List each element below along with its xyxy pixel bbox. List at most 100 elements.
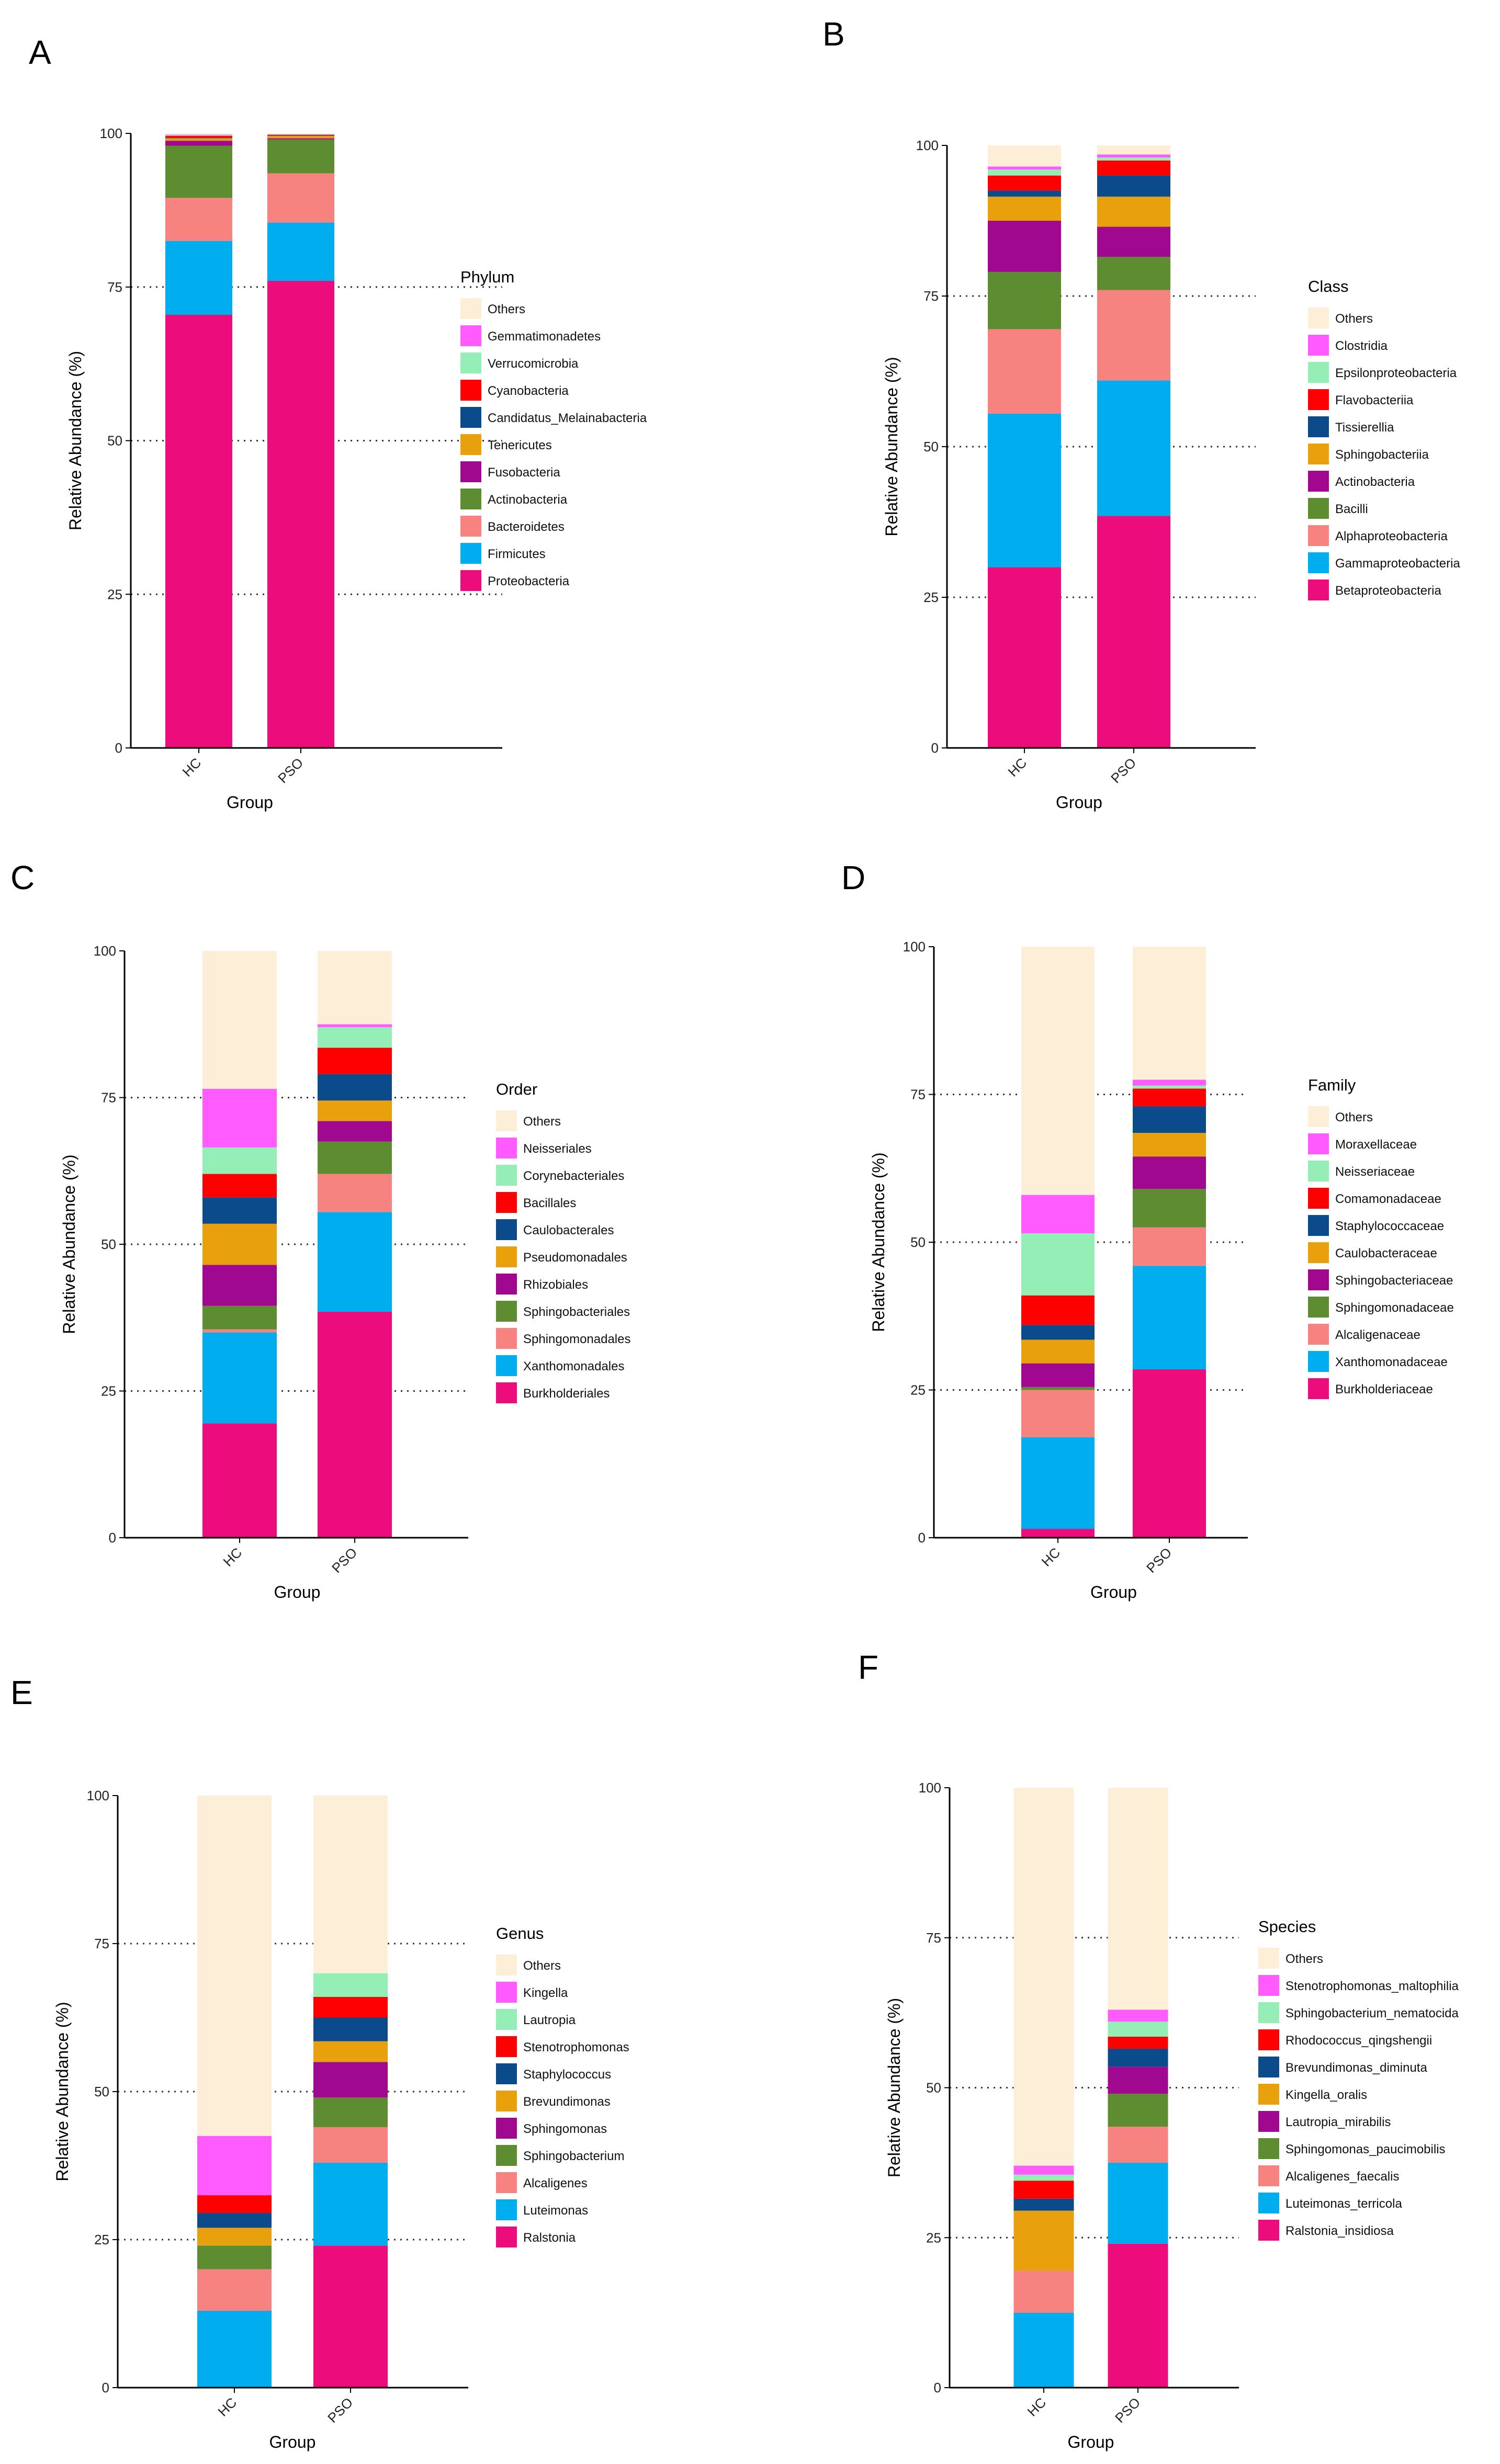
bar-segment-pso [1133, 1266, 1206, 1369]
bar-segment-pso [1133, 1085, 1206, 1089]
legend-swatch [1258, 2220, 1279, 2241]
y-axis-title: Relative Abundance (%) [869, 1152, 888, 1332]
bar-segment-hc [988, 196, 1061, 221]
legend-swatch [496, 2063, 517, 2084]
x-tick-label: HC [1038, 1545, 1063, 1570]
legend-label: Neisseriaceae [1335, 1165, 1415, 1179]
y-tick-label: 75 [923, 288, 939, 304]
bar-segment-pso [313, 2245, 388, 2388]
legend-swatch [1308, 498, 1329, 519]
legend-label: Others [1335, 312, 1373, 326]
legend-label: Alcaligenaceae [1335, 1328, 1420, 1342]
bar-segment-pso [318, 951, 392, 1025]
bar-segment-hc [202, 1223, 277, 1265]
bar-segment-pso [1108, 2022, 1168, 2037]
bar-segment-pso [1108, 2162, 1168, 2244]
legend-swatch [1308, 580, 1329, 600]
bar-segment-pso [1097, 196, 1170, 227]
bar-segment-pso [1097, 226, 1170, 257]
y-axis-title: Relative Abundance (%) [60, 1154, 78, 1334]
legend-swatch [1258, 2084, 1279, 2105]
legend: Family Others Moraxellaceae Neisseriaceae Co… [1308, 1076, 1454, 1399]
legend-swatch [1258, 2057, 1279, 2077]
legend-swatch [496, 1955, 517, 1975]
bar-segment-pso [267, 134, 334, 135]
legend-label: Sphingomonas [523, 2122, 607, 2136]
bar-segment-hc [988, 567, 1061, 748]
legend-label: Fusobacteria [488, 465, 560, 480]
bar-segment-pso [313, 2127, 388, 2163]
bar-segment-hc [1021, 1390, 1095, 1437]
legend-swatch [496, 2091, 517, 2111]
legend-label: Stenotrophomonas_maltophilia [1285, 1979, 1459, 1993]
x-tick-label: HC [1024, 2394, 1049, 2420]
legend-label: Ralstonia_insidiosa [1285, 2224, 1394, 2238]
y-tick-label: 0 [115, 740, 122, 756]
legend-title: Phylum [460, 268, 514, 286]
legend-label: Moraxellaceae [1335, 1138, 1417, 1152]
legend-label: Brevundimonas [523, 2095, 611, 2109]
bar-segment-pso [1133, 1227, 1206, 1266]
legend-label: Kingella [523, 1986, 568, 2000]
legend-label: Sphingobacterium_nematocida [1285, 2006, 1459, 2020]
legend-label: Corynebacteriales [523, 1169, 624, 1183]
panel-letter: E [10, 1674, 33, 1711]
legend-swatch [496, 1165, 517, 1186]
chart-panel-c: C 0 25 50 75 100 HC PSO Group Relative Abundance … [10, 859, 631, 1602]
legend-swatch [1308, 389, 1329, 410]
bar-segment-hc [165, 145, 232, 198]
legend-swatch [496, 1982, 517, 2003]
legend-swatch [496, 1301, 517, 1322]
legend-title: Genus [496, 1924, 544, 1943]
bar-segment-hc [165, 314, 232, 748]
legend-swatch [460, 543, 481, 564]
bar-segment-hc [197, 2269, 272, 2311]
bar-segment-pso [267, 135, 334, 136]
bar-segment-pso [318, 1212, 392, 1312]
legend-swatch [460, 380, 481, 401]
legend-label: Others [523, 1959, 561, 1973]
legend-swatch [1308, 1269, 1329, 1290]
x-axis-title: Group [269, 2433, 316, 2451]
bar-segment-hc [1021, 947, 1095, 1195]
legend: Species Others Stenotrophomonas_maltophili… [1258, 1917, 1459, 2241]
legend-label: Ralstonia [523, 2231, 576, 2245]
legend-title: Species [1258, 1917, 1316, 1936]
legend-label: Tissierellia [1335, 421, 1394, 435]
legend-swatch [1308, 1351, 1329, 1372]
legend-swatch [460, 461, 481, 482]
legend-label: Others [1285, 1952, 1323, 1966]
bar-segment-hc [165, 241, 232, 315]
legend-swatch [496, 1274, 517, 1295]
legend-label: Proteobacteria [488, 574, 570, 588]
bar-segment-hc [202, 951, 277, 1089]
x-tick-label: PSO [1143, 1545, 1175, 1576]
legend-swatch [1308, 525, 1329, 546]
legend-label: Rhizobiales [523, 1278, 588, 1292]
y-tick-label: 100 [903, 939, 926, 955]
bar-segment-hc [1021, 1295, 1095, 1325]
bar-segment-pso [318, 1027, 392, 1048]
legend-swatch [1258, 2029, 1279, 2050]
y-tick-label: 100 [87, 1788, 109, 1803]
legend-swatch [1308, 1297, 1329, 1318]
bar-segment-pso [318, 1074, 392, 1101]
y-tick-label: 75 [101, 1090, 116, 1106]
bar-segment-hc [988, 166, 1061, 170]
y-tick-label: 75 [94, 1936, 109, 1951]
bar-segment-hc [197, 1796, 272, 2136]
legend-label: Others [523, 1115, 561, 1129]
x-tick-label: HC [220, 1545, 245, 1570]
legend-label: Sphingomonadales [523, 1332, 631, 1346]
bar-segment-pso [1097, 257, 1170, 290]
bar-segment-hc [197, 2213, 272, 2228]
bar-segment-hc [197, 2195, 272, 2213]
legend-label: Luteimonas_terricola [1285, 2197, 1402, 2211]
bar-segment-pso [1108, 2243, 1168, 2388]
legend-label: Neisseriales [523, 1142, 592, 1156]
legend-label: Candidatus_Melainabacteria [488, 411, 647, 425]
bar-segment-hc [1013, 1788, 1074, 2166]
legend-swatch [1308, 1133, 1329, 1154]
legend-swatch [496, 2009, 517, 2030]
